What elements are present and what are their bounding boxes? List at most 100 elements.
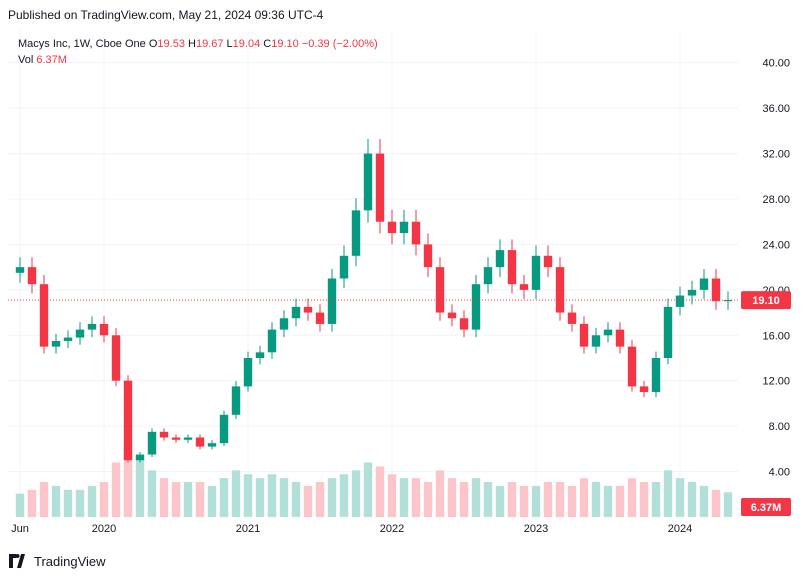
change-value: −0.39 (−2.00%) [301, 38, 378, 50]
candle-body [435, 267, 445, 313]
volume-bar [27, 489, 37, 517]
y-tick-label: 12.00 [762, 376, 790, 388]
candle-body [123, 380, 133, 461]
candle-body [567, 312, 577, 324]
volume-bars [15, 447, 733, 517]
volume-bar [267, 474, 277, 517]
time-axis[interactable]: Jun 2020 2021 2022 2023 2024 [11, 523, 692, 535]
volume-bar [579, 478, 589, 517]
volume-bar [315, 482, 325, 517]
volume-bar [255, 478, 265, 517]
volume-bar [147, 470, 157, 517]
candle-body [663, 306, 673, 358]
volume-bar [231, 470, 241, 517]
candle-body [99, 323, 109, 336]
price-chart[interactable]: 40.00 36.00 32.00 28.00 24.00 20.00 16.00 12.00… [8, 30, 796, 547]
candle-body [51, 340, 61, 347]
candle-body [279, 318, 289, 330]
x-tick-label: 2024 [668, 523, 692, 535]
candle-body [459, 318, 469, 330]
y-tick-label: 32.00 [762, 149, 790, 161]
volume-bar [627, 478, 637, 517]
volume-bar [543, 482, 553, 517]
volume-bar [327, 478, 337, 517]
volume-bar [207, 485, 217, 517]
candle-body [375, 153, 385, 222]
y-tick-label: 8.00 [769, 421, 790, 433]
volume-bar [243, 474, 253, 517]
candle-body [543, 255, 553, 268]
volume-bar [591, 482, 601, 517]
high-value: 19.67 [195, 38, 224, 50]
candle-body [75, 329, 85, 338]
candle-body [351, 210, 361, 256]
candle-body [627, 346, 637, 387]
ohlc-row: Macys Inc, 1W, Cboe One O19.53 H19.67 L1… [18, 36, 378, 52]
volume-bar [195, 482, 205, 517]
volume-bar [183, 482, 193, 517]
volume-bar [303, 485, 313, 517]
candle-body [15, 267, 25, 273]
last-volume-label: 6.37M [751, 502, 782, 514]
close-value: 19.10 [271, 38, 299, 50]
candle-body [231, 386, 241, 415]
candle-body [243, 358, 253, 387]
volume-bar [375, 466, 385, 517]
volume-bar [75, 489, 85, 517]
price-axis[interactable]: 40.0036.0032.0028.0024.0020.0016.0012.00… [762, 58, 790, 479]
volume-bar [219, 478, 229, 517]
volume-bar [567, 485, 577, 517]
open-value: 19.53 [157, 38, 185, 50]
volume-bar [39, 482, 49, 517]
volume-bar [279, 478, 289, 517]
candle-body [723, 300, 733, 302]
volume-bar [291, 482, 301, 517]
volume-bar [339, 474, 349, 517]
last-price-tag [741, 291, 791, 310]
publish-info: Published on TradingView.com, May 21, 20… [8, 8, 324, 22]
brand-footer[interactable]: TradingView [8, 550, 106, 572]
candle-body [399, 221, 409, 234]
y-tick-label: 40.00 [762, 58, 790, 70]
candle-body [387, 221, 397, 234]
brand-name: TradingView [34, 553, 106, 569]
candle-body [483, 267, 493, 285]
x-tick-label: 2020 [92, 523, 116, 535]
y-tick-label: 28.00 [762, 194, 790, 206]
volume-bar [603, 485, 613, 517]
volume-bar [447, 478, 457, 517]
candle-body [87, 323, 97, 330]
candle-body [639, 386, 649, 393]
volume-bar [423, 482, 433, 517]
volume-bar [51, 485, 61, 517]
x-tick-label: Jun [11, 523, 29, 535]
grid-lines [8, 30, 738, 517]
price-candles[interactable] [15, 139, 733, 463]
volume-bar [363, 462, 373, 517]
volume-bar [495, 485, 505, 517]
volume-bar [651, 482, 661, 517]
candle-body [615, 329, 625, 347]
volume-bar [723, 492, 733, 517]
candle-body [591, 335, 601, 347]
x-tick-label: 2023 [524, 523, 548, 535]
chart-svg[interactable]: 40.0036.0032.0028.0024.0020.0016.0012.00… [8, 30, 796, 547]
candle-body [495, 250, 505, 268]
candle-body [519, 284, 529, 290]
candle-body [267, 329, 277, 353]
candle-body [159, 431, 169, 438]
candle-body [291, 306, 301, 319]
volume-bar [471, 478, 481, 517]
volume-bar [615, 485, 625, 517]
volume-bar [351, 470, 361, 517]
volume-bar [63, 489, 73, 517]
high-label: H [188, 38, 196, 50]
candle-body [195, 437, 205, 447]
volume-bar [675, 478, 685, 517]
candle-body [579, 323, 589, 347]
volume-value: 6.37M [36, 54, 67, 66]
candle-body [471, 284, 481, 330]
volume-bar [639, 482, 649, 517]
candle-body [171, 437, 181, 440]
candle-body [111, 335, 121, 381]
